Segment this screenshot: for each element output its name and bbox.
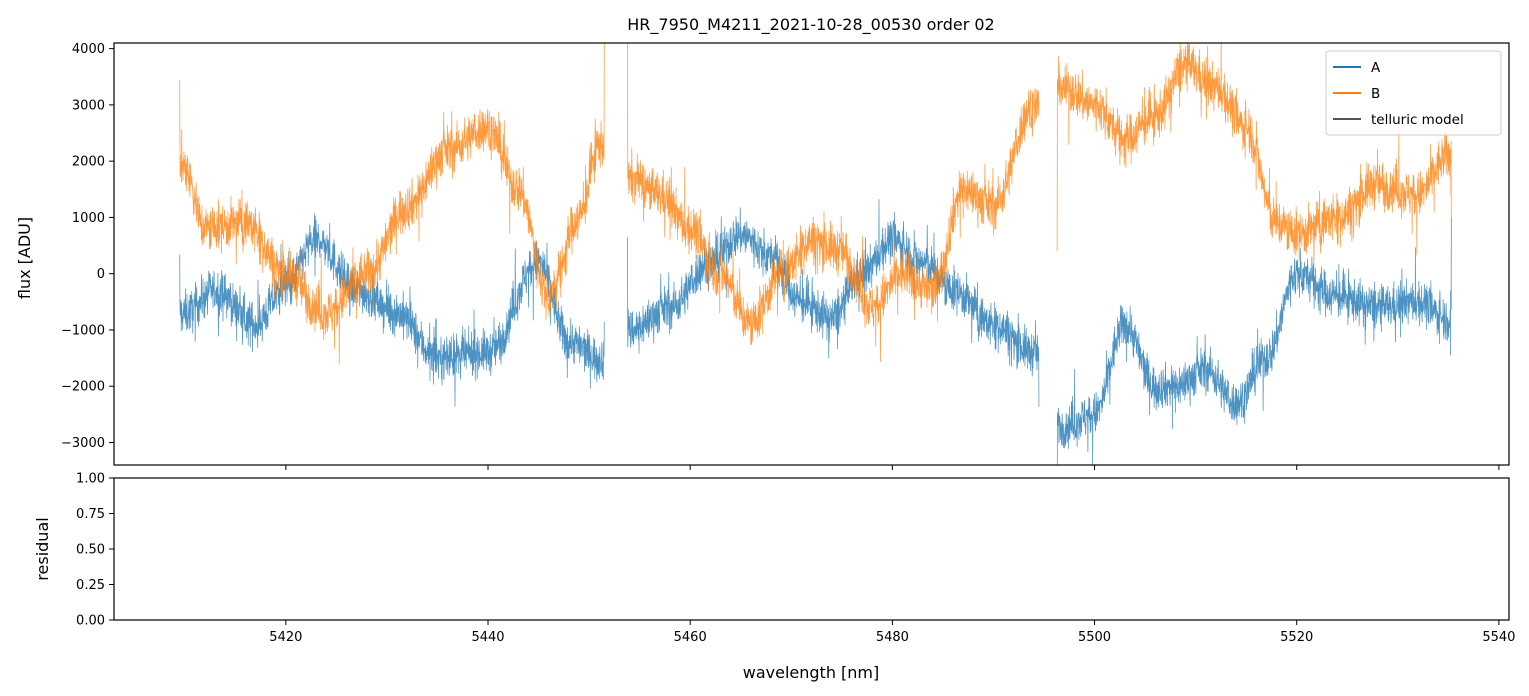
x-tick-label: 5480: [876, 630, 909, 645]
legend-label-b: B: [1371, 86, 1380, 102]
series-segment-a: [627, 199, 1040, 407]
x-tick-label: 5460: [674, 630, 707, 645]
series-segment-b: [1056, 43, 1452, 310]
residual-x-ticks: 5420 5440 5460 5480 5500 5520 5540: [269, 620, 1515, 645]
flux-y-tick-label: −2000: [61, 380, 105, 395]
series-segment-b: [627, 43, 1040, 362]
series-group: [179, 43, 1452, 465]
flux-y-axis-label: flux [ADU]: [15, 217, 34, 299]
legend-label-a: A: [1371, 60, 1381, 76]
x-tick-label: 5520: [1280, 630, 1313, 645]
series-b: [179, 43, 1452, 365]
residual-y-axis-label: residual: [33, 517, 52, 580]
residual-y-tick-label: 1.00: [76, 472, 105, 487]
residual-y-tick-label: 0.50: [76, 543, 105, 558]
legend-label-telluric: telluric model: [1371, 112, 1464, 128]
flux-panel: HR_7950_M4211_2021-10-28_00530 order 02 …: [15, 15, 1510, 470]
chart-title: HR_7950_M4211_2021-10-28_00530 order 02: [627, 15, 994, 35]
x-tick-label: 5440: [471, 630, 504, 645]
flux-y-tick-label: 1000: [72, 211, 105, 226]
legend: A B telluric model: [1325, 50, 1502, 136]
residual-y-tick-label: 0.75: [76, 507, 105, 522]
flux-x-ticks: [285, 465, 1500, 470]
flux-plot-frame: [113, 42, 1510, 466]
x-tick-label: 5540: [1482, 630, 1515, 645]
residual-y-tick-label: 0.25: [76, 578, 105, 593]
residual-y-tick-label: 0.00: [76, 614, 105, 629]
flux-y-tick-label: 2000: [72, 155, 105, 170]
flux-y-tick-label: 4000: [72, 42, 105, 57]
flux-y-tick-label: 0: [97, 267, 105, 282]
series-segment-b: [179, 43, 605, 365]
series-segment-a: [1056, 217, 1452, 465]
x-tick-label: 5500: [1078, 630, 1111, 645]
flux-y-tick-label: −1000: [61, 323, 105, 338]
flux-y-ticks: −3000 −2000 −1000 0 1000 2000 3000 4000: [61, 42, 114, 451]
residual-plot-frame: [113, 477, 1510, 621]
series-a: [179, 199, 1452, 465]
x-tick-label: 5420: [269, 630, 302, 645]
flux-y-tick-label: −3000: [61, 436, 105, 451]
x-axis-label: wavelength [nm]: [743, 663, 880, 682]
residual-panel: 0.00 0.25 0.50 0.75 1.00 5420 5440 5460 5480 550…: [33, 472, 1515, 683]
legend-box: [1325, 50, 1502, 136]
flux-y-tick-label: 3000: [72, 98, 105, 113]
series-segment-a: [179, 213, 605, 407]
residual-y-ticks: 0.00 0.25 0.50 0.75 1.00: [76, 472, 114, 629]
